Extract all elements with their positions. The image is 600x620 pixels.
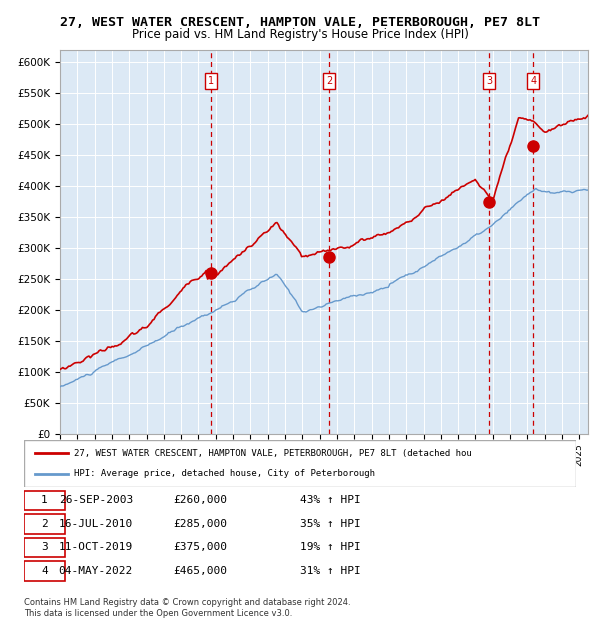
Text: 16-JUL-2010: 16-JUL-2010 (59, 519, 133, 529)
Text: £375,000: £375,000 (173, 542, 227, 552)
FancyBboxPatch shape (24, 562, 65, 581)
Text: 2: 2 (41, 519, 48, 529)
Text: 3: 3 (486, 76, 492, 86)
Text: £285,000: £285,000 (173, 519, 227, 529)
Text: 43% ↑ HPI: 43% ↑ HPI (300, 495, 361, 505)
Text: 31% ↑ HPI: 31% ↑ HPI (300, 566, 361, 576)
Text: 3: 3 (41, 542, 48, 552)
Text: 11-OCT-2019: 11-OCT-2019 (59, 542, 133, 552)
Text: 4: 4 (41, 566, 48, 576)
FancyBboxPatch shape (24, 440, 576, 487)
Text: £260,000: £260,000 (173, 495, 227, 505)
Text: 1: 1 (41, 495, 48, 505)
Text: Price paid vs. HM Land Registry's House Price Index (HPI): Price paid vs. HM Land Registry's House … (131, 28, 469, 41)
Text: 19% ↑ HPI: 19% ↑ HPI (300, 542, 361, 552)
Text: 27, WEST WATER CRESCENT, HAMPTON VALE, PETERBOROUGH, PE7 8LT (detached hou: 27, WEST WATER CRESCENT, HAMPTON VALE, P… (74, 449, 472, 458)
FancyBboxPatch shape (24, 538, 65, 557)
Text: £465,000: £465,000 (173, 566, 227, 576)
Text: 04-MAY-2022: 04-MAY-2022 (59, 566, 133, 576)
Text: 27, WEST WATER CRESCENT, HAMPTON VALE, PETERBOROUGH, PE7 8LT: 27, WEST WATER CRESCENT, HAMPTON VALE, P… (60, 16, 540, 29)
Text: Contains HM Land Registry data © Crown copyright and database right 2024.
This d: Contains HM Land Registry data © Crown c… (24, 598, 350, 618)
Text: 26-SEP-2003: 26-SEP-2003 (59, 495, 133, 505)
Text: HPI: Average price, detached house, City of Peterborough: HPI: Average price, detached house, City… (74, 469, 374, 478)
FancyBboxPatch shape (24, 515, 65, 534)
Text: 1: 1 (208, 76, 214, 86)
Text: 4: 4 (530, 76, 536, 86)
FancyBboxPatch shape (24, 491, 65, 510)
Text: 2: 2 (326, 76, 332, 86)
Text: 35% ↑ HPI: 35% ↑ HPI (300, 519, 361, 529)
